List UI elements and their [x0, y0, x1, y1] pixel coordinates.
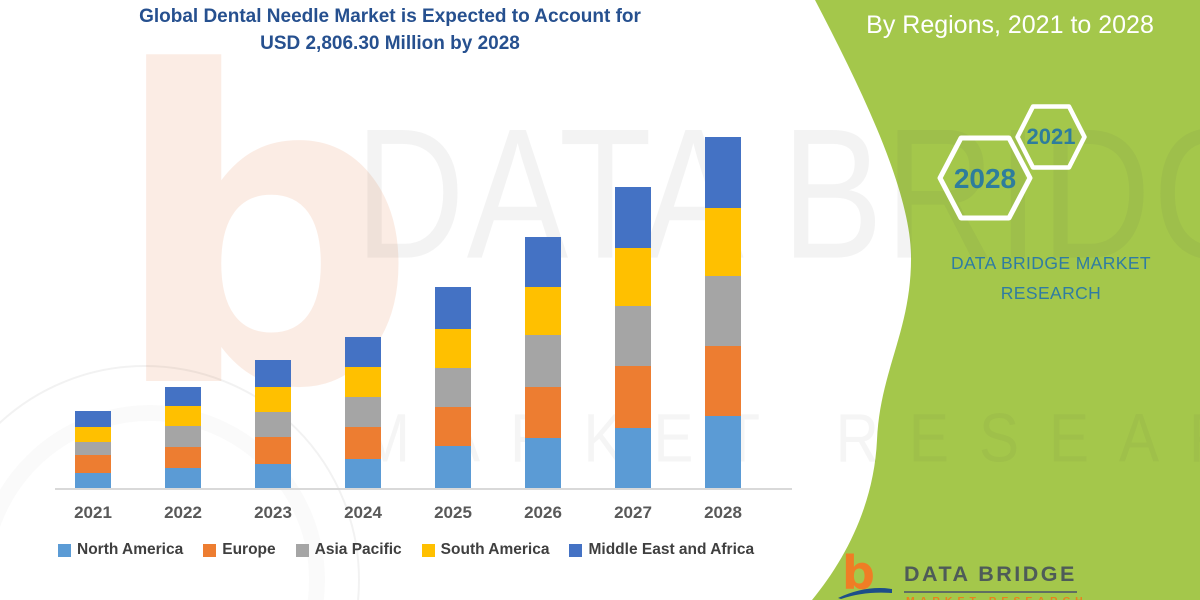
legend-label: Asia Pacific — [314, 541, 402, 558]
bar-segment — [165, 426, 201, 447]
bar-2028 — [705, 137, 741, 488]
x-axis-label: 2024 — [344, 503, 382, 522]
bar-segment — [75, 442, 111, 455]
hexagon-2028-label: 2028 — [953, 163, 1017, 194]
bar-2026 — [525, 237, 561, 488]
legend-label: South America — [440, 541, 550, 558]
bar-segment — [525, 287, 561, 335]
bar-segment — [525, 387, 561, 438]
watermark-text-market-research: MARKET RESEARCH — [360, 399, 1200, 477]
bar-segment — [255, 387, 291, 412]
bar-segment — [705, 416, 741, 488]
bar-segment — [345, 337, 381, 367]
hexagon-2028-outline — [937, 135, 1033, 221]
legend-swatch-icon — [203, 543, 217, 557]
legend-item-asia-pacific: Asia Pacific — [295, 541, 402, 559]
watermark-text-data-bridge: DATA BRIDGE — [355, 90, 1200, 298]
bar-segment — [345, 397, 381, 427]
x-axis-line — [55, 488, 792, 490]
bar-segment — [705, 346, 741, 416]
footer-logo: b DATA BRIDGE MARKET RESEARCH — [836, 550, 1156, 600]
bar-segment — [255, 437, 291, 464]
brand-text: DATA BRIDGE MARKET RESEARCH — [920, 248, 1182, 308]
bar-segment — [435, 368, 471, 407]
bar-segment — [705, 208, 741, 276]
bar-2022 — [165, 387, 201, 488]
bar-segment — [615, 366, 651, 428]
legend-item-north-america: North America — [58, 541, 183, 559]
bar-segment — [75, 455, 111, 473]
bar-segment — [435, 287, 471, 329]
x-axis-label: 2022 — [164, 503, 202, 522]
hexagon-2028: 2028 — [937, 135, 1033, 221]
x-axis-label: 2026 — [524, 503, 562, 522]
chart-title-line2: USD 2,806.30 Million by 2028 — [260, 33, 520, 54]
bar-segment — [75, 427, 111, 442]
footer-logo-subtext: MARKET RESEARCH — [906, 595, 1088, 600]
bar-segment — [75, 473, 111, 488]
footer-logo-b-icon: b — [842, 546, 875, 600]
bar-segment — [435, 446, 471, 488]
bar-segment — [255, 412, 291, 437]
bar-segment — [345, 459, 381, 488]
bar-2024 — [345, 337, 381, 488]
legend-item-middle-east-and-africa: Middle East and Africa — [569, 541, 754, 559]
bar-segment — [705, 276, 741, 346]
bar-2021 — [75, 411, 111, 488]
brand-text-line1: DATA BRIDGE MARKET — [950, 253, 1152, 273]
bar-segment — [435, 407, 471, 446]
x-axis-label: 2028 — [704, 503, 742, 522]
legend-item-south-america: South America — [421, 541, 550, 559]
bar-segment — [525, 438, 561, 488]
bar-segment — [165, 468, 201, 488]
x-axis-label: 2027 — [614, 503, 652, 522]
hexagon-2021: 2021 — [1015, 104, 1087, 170]
legend-label: Europe — [222, 541, 276, 558]
bar-segment — [165, 447, 201, 468]
legend-swatch-icon — [569, 543, 583, 557]
bar-segment — [705, 137, 741, 208]
panel-heading: By Regions, 2021 to 2028 — [866, 11, 1154, 39]
bar-segment — [165, 387, 201, 406]
footer-logo-swoosh-icon — [838, 588, 892, 599]
bar-segment — [255, 464, 291, 488]
x-axis-label: 2021 — [74, 503, 112, 522]
legend-swatch-icon — [421, 543, 435, 557]
hexagon-2021-outline — [1015, 104, 1087, 170]
chart-legend: North America Europe Asia Pacific South Ame… — [58, 541, 754, 559]
bar-segment — [345, 367, 381, 397]
bar-segment — [345, 427, 381, 459]
hexagon-2021-label: 2021 — [1026, 124, 1076, 149]
bar-2025 — [435, 287, 471, 488]
x-axis-label: 2023 — [254, 503, 292, 522]
bar-segment — [615, 306, 651, 366]
bar-segment — [75, 411, 111, 427]
bar-2023 — [255, 360, 291, 488]
bar-segment — [615, 248, 651, 306]
bar-segment — [525, 335, 561, 387]
legend-item-europe: Europe — [203, 541, 276, 559]
bar-segment — [525, 237, 561, 287]
legend-label: North America — [77, 541, 184, 558]
footer-logo-text: DATA BRIDGE — [904, 562, 1077, 593]
bar-segment — [615, 428, 651, 488]
chart-title: Global Dental Needle Market is Expected … — [35, 3, 745, 57]
bar-2027 — [615, 187, 651, 488]
bar-segment — [255, 360, 291, 387]
legend-swatch-icon — [58, 543, 71, 557]
bar-segment — [615, 187, 651, 248]
bar-segment — [165, 406, 201, 426]
chart-title-line1: Global Dental Needle Market is Expected … — [139, 6, 641, 27]
brand-text-line2: RESEARCH — [1000, 283, 1102, 303]
legend-label: Middle East and Africa — [588, 541, 755, 558]
legend-swatch-icon — [295, 543, 309, 557]
bar-segment — [435, 329, 471, 368]
x-axis-label: 2025 — [434, 503, 472, 522]
